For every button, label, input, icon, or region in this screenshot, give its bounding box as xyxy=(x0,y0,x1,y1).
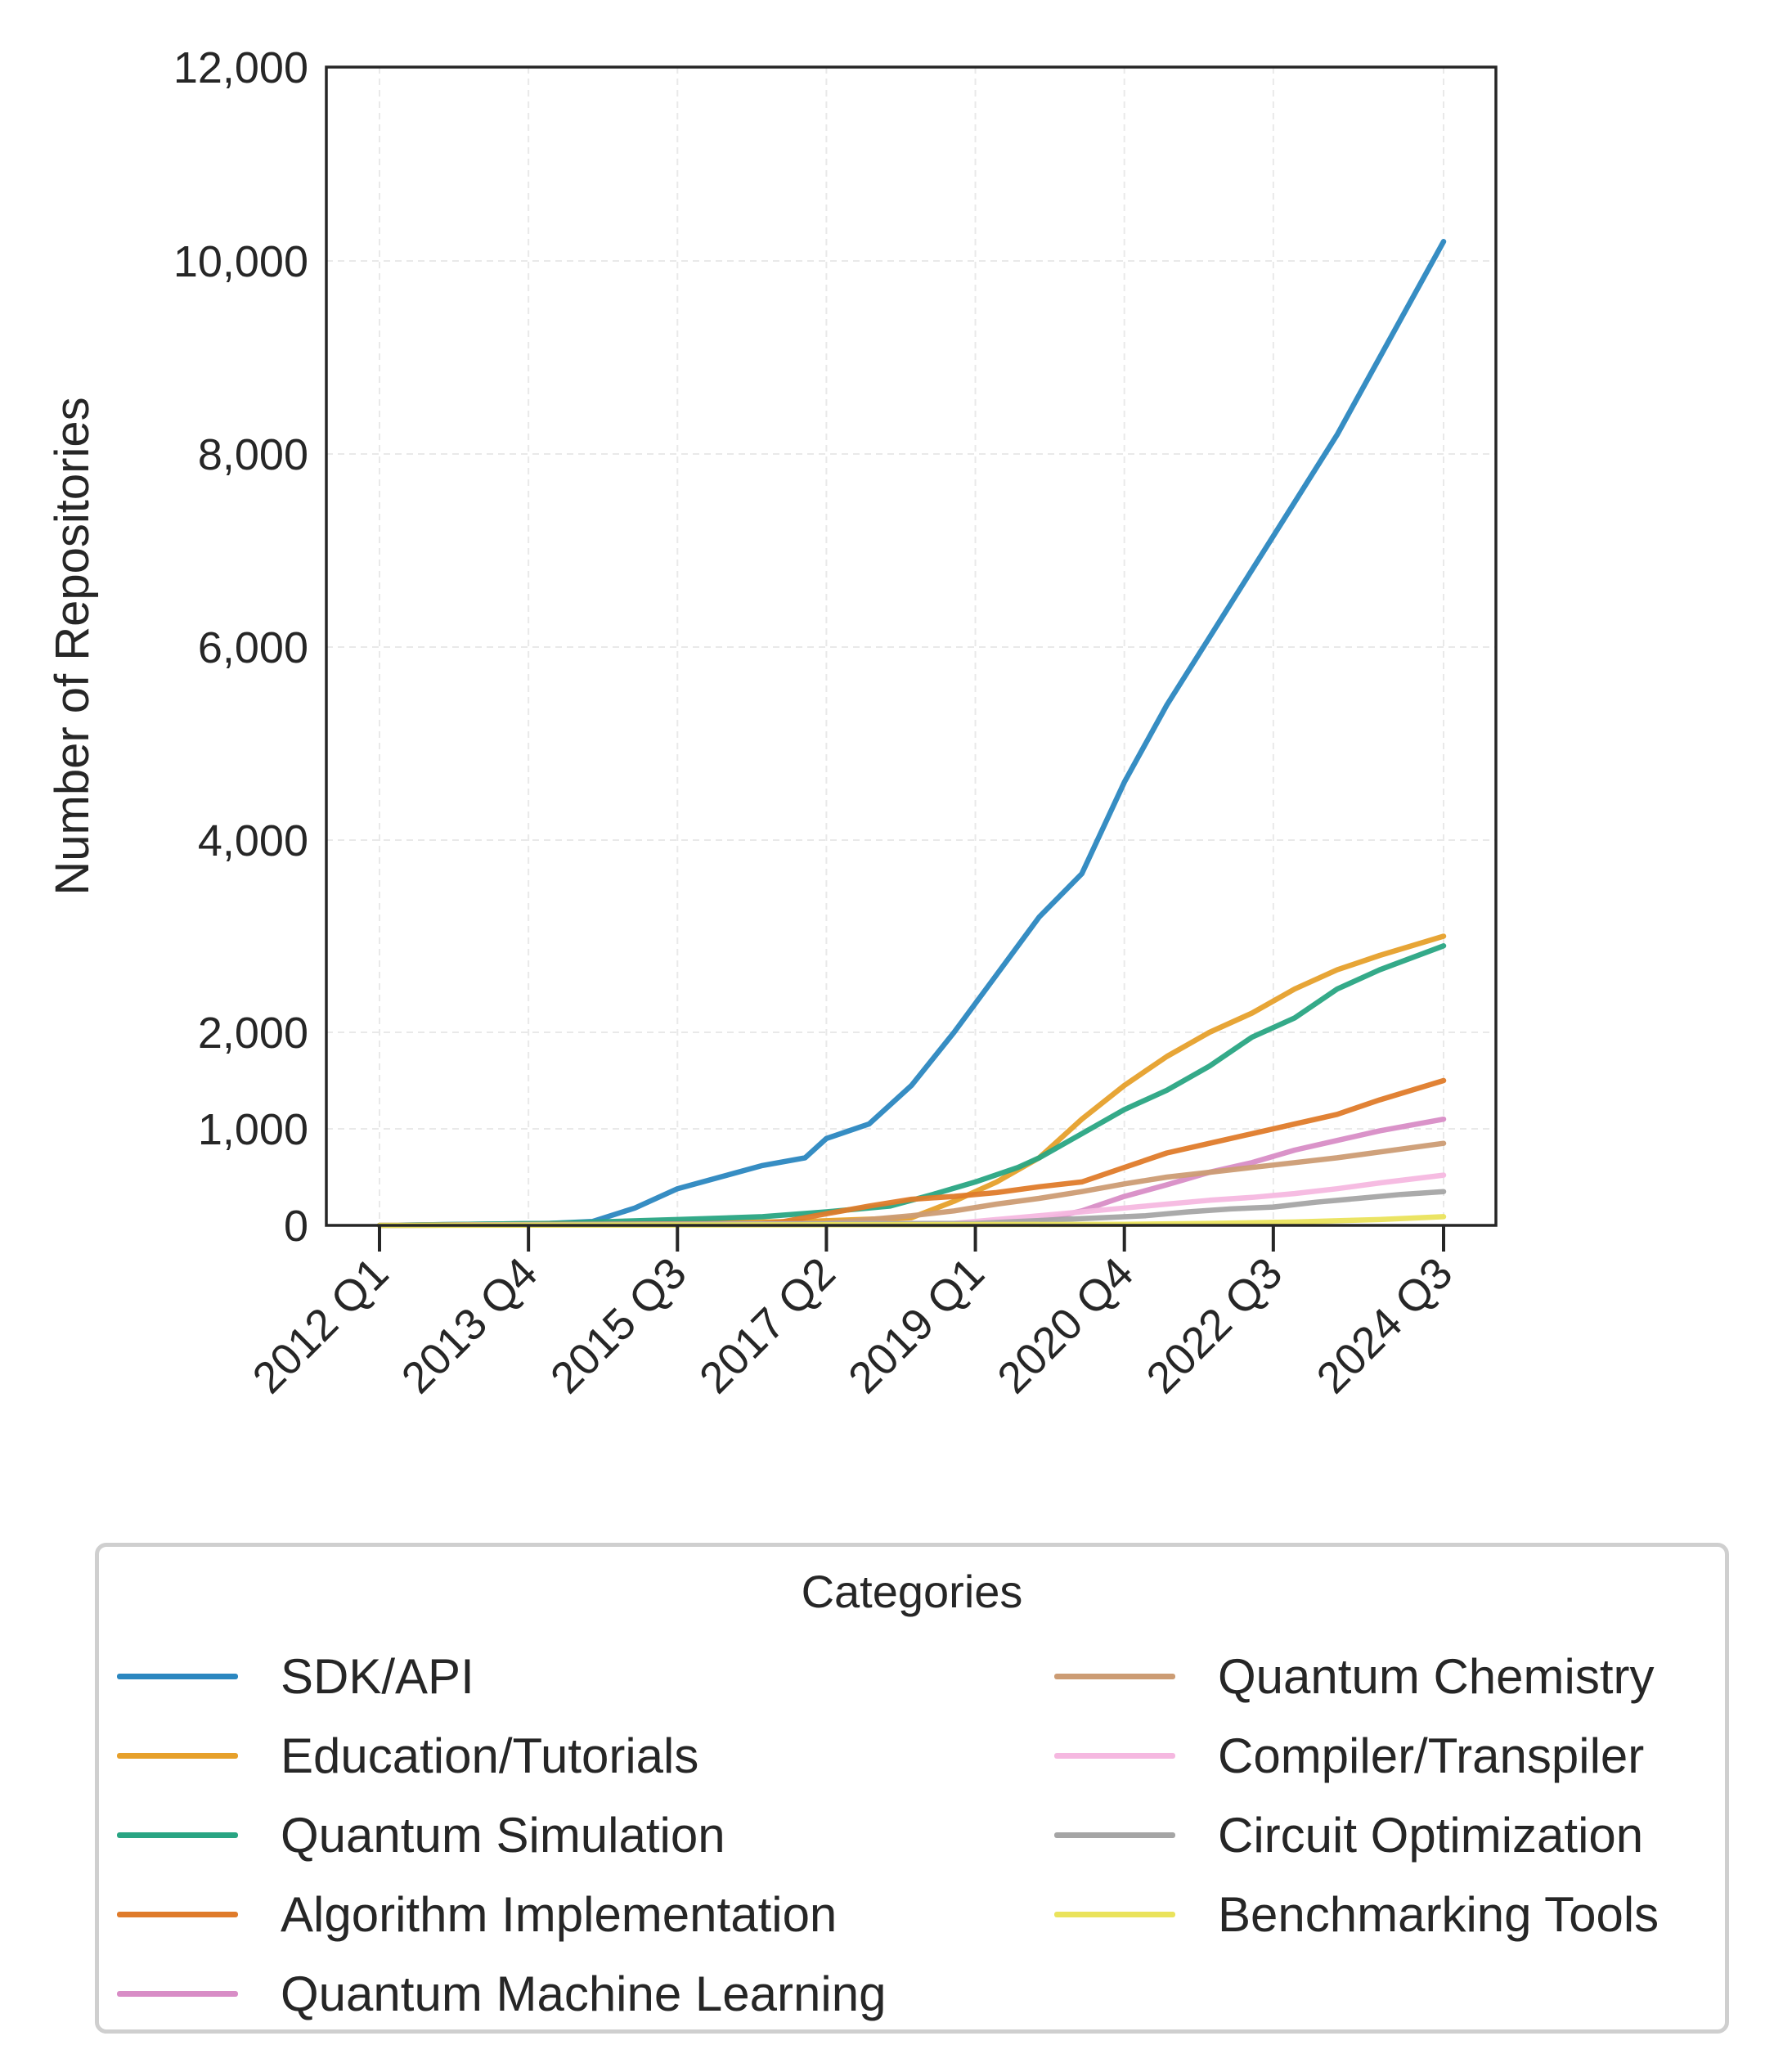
legend-label: Algorithm Implementation xyxy=(281,1887,838,1942)
y-axis-ticks: 0 1,000 2,000 4,000 6,000 8,000 10,000 12,000 xyxy=(173,43,308,1251)
y-tick-label: 12,000 xyxy=(173,43,308,92)
series-line-4 xyxy=(376,1077,1447,1229)
legend-swatch xyxy=(117,1832,238,1838)
plot-frame xyxy=(325,65,1498,1227)
legend: Categories SDK/API Education/Tutorials Qua… xyxy=(95,1543,1729,2034)
legend-entry: Algorithm Implementation xyxy=(117,1875,886,1954)
legend-swatch xyxy=(1054,1832,1175,1838)
series-line-3 xyxy=(376,943,1447,1229)
legend-column-left: SDK/API Education/Tutorials Quantum Simula… xyxy=(117,1637,886,2034)
y-tick-label: 10,000 xyxy=(173,237,308,286)
x-tick-label: 2024 Q3 xyxy=(1308,1248,1462,1403)
x-tick-label: 2022 Q3 xyxy=(1137,1248,1291,1403)
series-line-5 xyxy=(376,1116,1447,1229)
x-tick-label: 2019 Q1 xyxy=(839,1248,994,1403)
x-tick-label: 2020 Q4 xyxy=(988,1248,1143,1403)
legend-entry: Education/Tutorials xyxy=(117,1716,886,1796)
legend-entry: SDK/API xyxy=(117,1637,886,1716)
legend-swatch xyxy=(117,1753,238,1759)
series-line-1 xyxy=(376,239,1447,1229)
series-lines xyxy=(376,239,1447,1229)
x-tick-label: 2015 Q3 xyxy=(541,1248,696,1403)
legend-swatch xyxy=(117,1991,238,1997)
y-tick-label: 8,000 xyxy=(198,430,308,479)
legend-swatch xyxy=(1054,1912,1175,1917)
legend-label: Quantum Simulation xyxy=(281,1808,725,1863)
legend-swatch xyxy=(1054,1753,1175,1759)
legend-swatch xyxy=(1054,1674,1175,1679)
legend-label: Compiler/Transpiler xyxy=(1218,1728,1645,1783)
legend-label: Quantum Chemistry xyxy=(1218,1649,1655,1704)
legend-label: Benchmarking Tools xyxy=(1218,1887,1659,1942)
y-tick-label: 6,000 xyxy=(198,623,308,672)
legend-entry: Benchmarking Tools xyxy=(1054,1875,1659,1954)
legend-swatch xyxy=(117,1912,238,1917)
legend-entry: Quantum Chemistry xyxy=(1054,1637,1659,1716)
legend-entry: Compiler/Transpiler xyxy=(1054,1716,1659,1796)
legend-entry: Circuit Optimization xyxy=(1054,1796,1659,1875)
legend-label: SDK/API xyxy=(281,1649,474,1704)
legend-entry: Quantum Simulation xyxy=(117,1796,886,1875)
y-axis-title: Number of Repositories xyxy=(46,397,99,895)
legend-label: Quantum Machine Learning xyxy=(281,1966,887,2021)
line-chart: 0 1,000 2,000 4,000 6,000 8,000 10,000 12,000 2… xyxy=(46,43,1498,1403)
y-tick-label: 2,000 xyxy=(198,1009,308,1058)
grid xyxy=(326,66,1496,1226)
legend-column-right: Quantum Chemistry Compiler/Transpiler Circ… xyxy=(1054,1637,1659,1954)
legend-entry: Quantum Machine Learning xyxy=(117,1954,886,2034)
x-tick-label: 2013 Q4 xyxy=(393,1248,547,1403)
legend-label: Education/Tutorials xyxy=(281,1728,699,1783)
series-line-6 xyxy=(376,1140,1447,1229)
y-tick-label: 0 xyxy=(284,1202,308,1251)
x-tick-label: 2017 Q2 xyxy=(690,1248,845,1403)
legend-swatch xyxy=(117,1674,238,1679)
series-line-7 xyxy=(376,1172,1447,1229)
legend-label: Circuit Optimization xyxy=(1218,1808,1644,1863)
series-line-2 xyxy=(376,933,1447,1229)
series-line-8 xyxy=(376,1189,1447,1229)
x-tick-label: 2012 Q1 xyxy=(244,1248,398,1403)
y-tick-label: 4,000 xyxy=(198,816,308,865)
y-tick-label: 1,000 xyxy=(198,1105,308,1154)
legend-title: Categories xyxy=(801,1566,1023,1617)
